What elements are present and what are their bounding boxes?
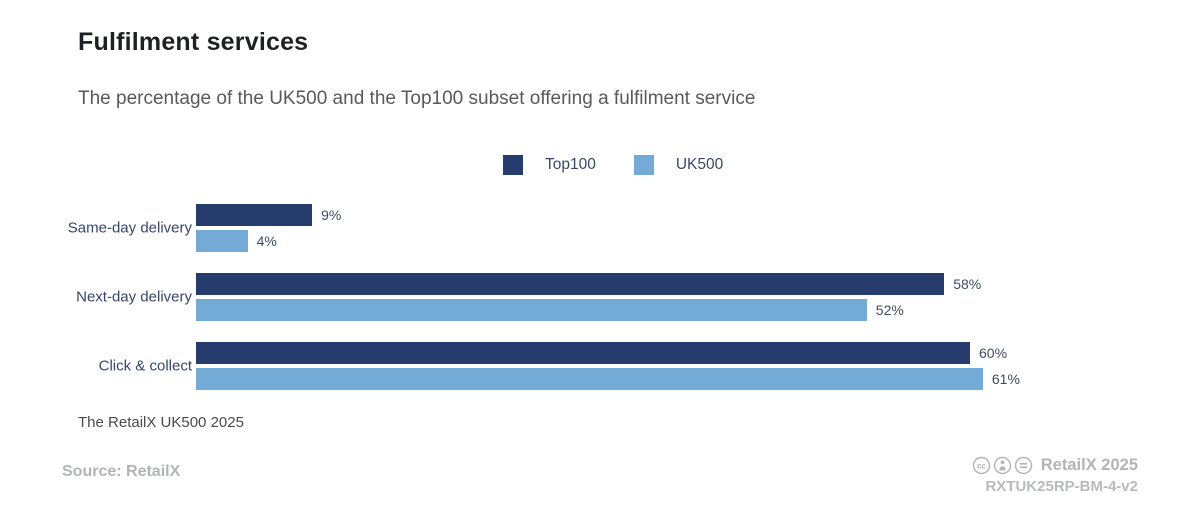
value-label: 4% [256, 233, 277, 249]
chart-subtitle: The percentage of the UK500 and the Top1… [78, 88, 756, 109]
category-label: Same-day delivery [67, 219, 192, 237]
bar-line: 4% [196, 230, 1200, 252]
legend: Top100 UK500 [503, 155, 723, 175]
legend-item-uk500: UK500 [633, 155, 724, 175]
credit-label: RetailX 2025 [1040, 456, 1138, 474]
bar-top100 [196, 342, 970, 364]
legend-label: Top100 [545, 156, 596, 173]
value-label: 52% [875, 302, 904, 318]
no-derivatives-icon [1014, 456, 1032, 475]
bar-line: 58% [196, 273, 1200, 295]
legend-swatch-uk500 [633, 155, 654, 175]
chart-row-group: Same-day delivery 9% 4% [0, 204, 1200, 252]
source-label: Source: RetailX [62, 463, 181, 480]
legend-item-top100: Top100 [503, 155, 596, 175]
category-label: Next-day delivery [76, 288, 192, 306]
license-icons: cc [972, 456, 1033, 475]
attribution-icon [993, 456, 1011, 475]
bar-pair: 9% 4% [196, 204, 1200, 252]
credits: cc RetailX 2025 RXTUK25RP-BM-4-v2 [972, 456, 1138, 495]
value-label: 61% [991, 371, 1020, 387]
bar-pair: 60% 61% [196, 342, 1200, 390]
chart-row-group: Click & collect 60% 61% [0, 342, 1200, 390]
bar-line: 9% [196, 204, 1200, 226]
bar-top100 [196, 273, 945, 295]
value-label: 9% [321, 207, 342, 223]
legend-swatch-top100 [503, 155, 523, 175]
bar-uk500 [196, 368, 983, 390]
category-label: Click & collect [98, 357, 192, 375]
svg-text:cc: cc [977, 462, 986, 471]
bar-uk500 [196, 230, 248, 252]
bar-line: 61% [196, 368, 1200, 390]
bar-pair: 58% 52% [196, 273, 1200, 321]
bar-top100 [196, 204, 313, 226]
cc-icon: cc [972, 456, 990, 475]
bar-line: 60% [196, 342, 1200, 364]
chart-row-group: Next-day delivery 58% 52% [0, 273, 1200, 321]
chart: Same-day delivery 9% 4% Next-day delivery 58… [0, 204, 1200, 411]
value-label: 60% [979, 345, 1008, 361]
bar-uk500 [196, 299, 867, 321]
report-code: RXTUK25RP-BM-4-v2 [985, 478, 1138, 495]
bar-line: 52% [196, 299, 1200, 321]
page-title: Fulfilment services [78, 28, 309, 56]
chart-note: The RetailX UK500 2025 [78, 414, 244, 431]
legend-label: UK500 [675, 156, 724, 173]
value-label: 58% [953, 276, 982, 292]
